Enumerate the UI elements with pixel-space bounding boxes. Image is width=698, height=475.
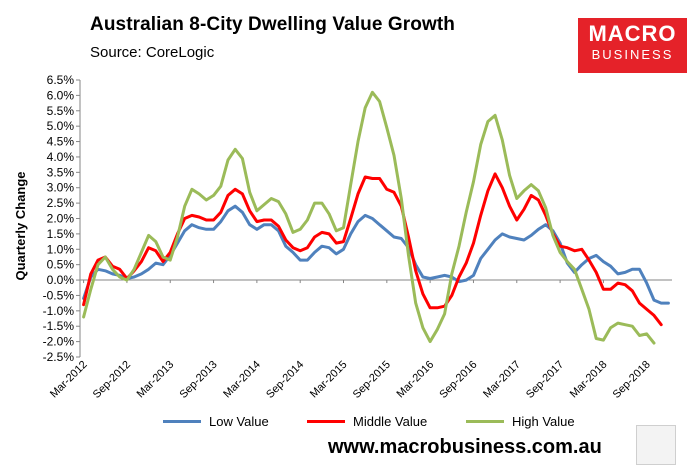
x-tick-label: Sep-2018 — [611, 359, 653, 401]
legend-swatch-low — [163, 420, 201, 423]
legend-label-low: Low Value — [209, 414, 269, 429]
y-tick-label: -0.5% — [43, 288, 75, 302]
y-tick-label: 3.5% — [47, 165, 75, 179]
legend-item-high-value: High Value — [466, 414, 575, 429]
y-tick-label: 1.0% — [47, 242, 75, 256]
y-tick-label: 2.0% — [47, 212, 75, 226]
y-tick-label: 5.0% — [47, 119, 75, 133]
y-tick-label: -1.0% — [43, 304, 75, 318]
logo-line-2: BUSINESS — [591, 47, 674, 62]
legend-swatch-middle — [307, 420, 345, 423]
source-label: Source: CoreLogic — [90, 44, 215, 61]
x-tick-label: Mar-2012 — [48, 359, 90, 401]
y-tick-label: 0.5% — [47, 258, 75, 272]
legend-label-middle: Middle Value — [353, 414, 428, 429]
series-line-middle — [82, 172, 663, 327]
chart-legend: Low Value Middle Value High Value — [0, 414, 698, 434]
y-tick-label: 0.0% — [47, 273, 75, 287]
x-tick-label: Sep-2014 — [264, 359, 306, 401]
y-tick-label: 6.5% — [47, 73, 75, 87]
legend-item-middle-value: Middle Value — [307, 414, 427, 429]
y-tick-label: -2.5% — [43, 350, 75, 364]
y-tick-label: 4.0% — [47, 150, 75, 164]
x-tick-label: Mar-2016 — [394, 359, 436, 401]
x-tick-label: Sep-2012 — [91, 359, 133, 401]
x-tick-label: Mar-2013 — [135, 359, 177, 401]
y-tick-label: 4.5% — [47, 135, 75, 149]
series-line-low — [82, 204, 670, 305]
x-tick-label: Sep-2015 — [351, 359, 393, 401]
y-tick-label: 5.5% — [47, 104, 75, 118]
y-axis: 6.5%6.0% 5.5%5.0% 4.5%4.0%3.5% 3.0%2.5% 2.0%… — [43, 73, 81, 364]
chart-title: Australian 8-City Dwelling Value Growth — [90, 14, 455, 35]
legend-swatch-high — [466, 420, 504, 423]
y-axis-label: Quarterly Change — [13, 171, 28, 280]
x-tick-label: Mar-2018 — [568, 359, 610, 401]
logo-line-1: MACRO — [588, 21, 677, 46]
x-tick-label: Sep-2016 — [437, 359, 479, 401]
wolf-logo-icon — [636, 425, 676, 465]
legend-label-high: High Value — [512, 414, 575, 429]
x-tick-label: Mar-2015 — [308, 359, 350, 401]
x-tick-label: Mar-2014 — [221, 359, 263, 401]
plot-area — [82, 90, 670, 345]
y-tick-label: 2.5% — [47, 196, 75, 210]
y-tick-label: 6.0% — [47, 88, 75, 102]
series-line-high — [82, 90, 656, 345]
y-tick-label: -2.0% — [43, 335, 75, 349]
x-axis: Mar-2012 Sep-2012 Mar-2013 Sep-2013 Mar-2014… — [48, 279, 672, 401]
x-tick-label: Sep-2013 — [177, 359, 219, 401]
macrobusiness-logo: MACRO BUSINESS — [578, 18, 687, 73]
y-tick-label: 1.5% — [47, 227, 75, 241]
y-tick-label: -1.5% — [43, 319, 75, 333]
legend-item-low-value: Low Value — [163, 414, 269, 429]
x-tick-label: Mar-2017 — [481, 359, 523, 401]
website-url: www.macrobusiness.com.au — [328, 436, 602, 458]
y-tick-label: 3.0% — [47, 181, 75, 195]
x-tick-label: Sep-2017 — [524, 359, 566, 401]
